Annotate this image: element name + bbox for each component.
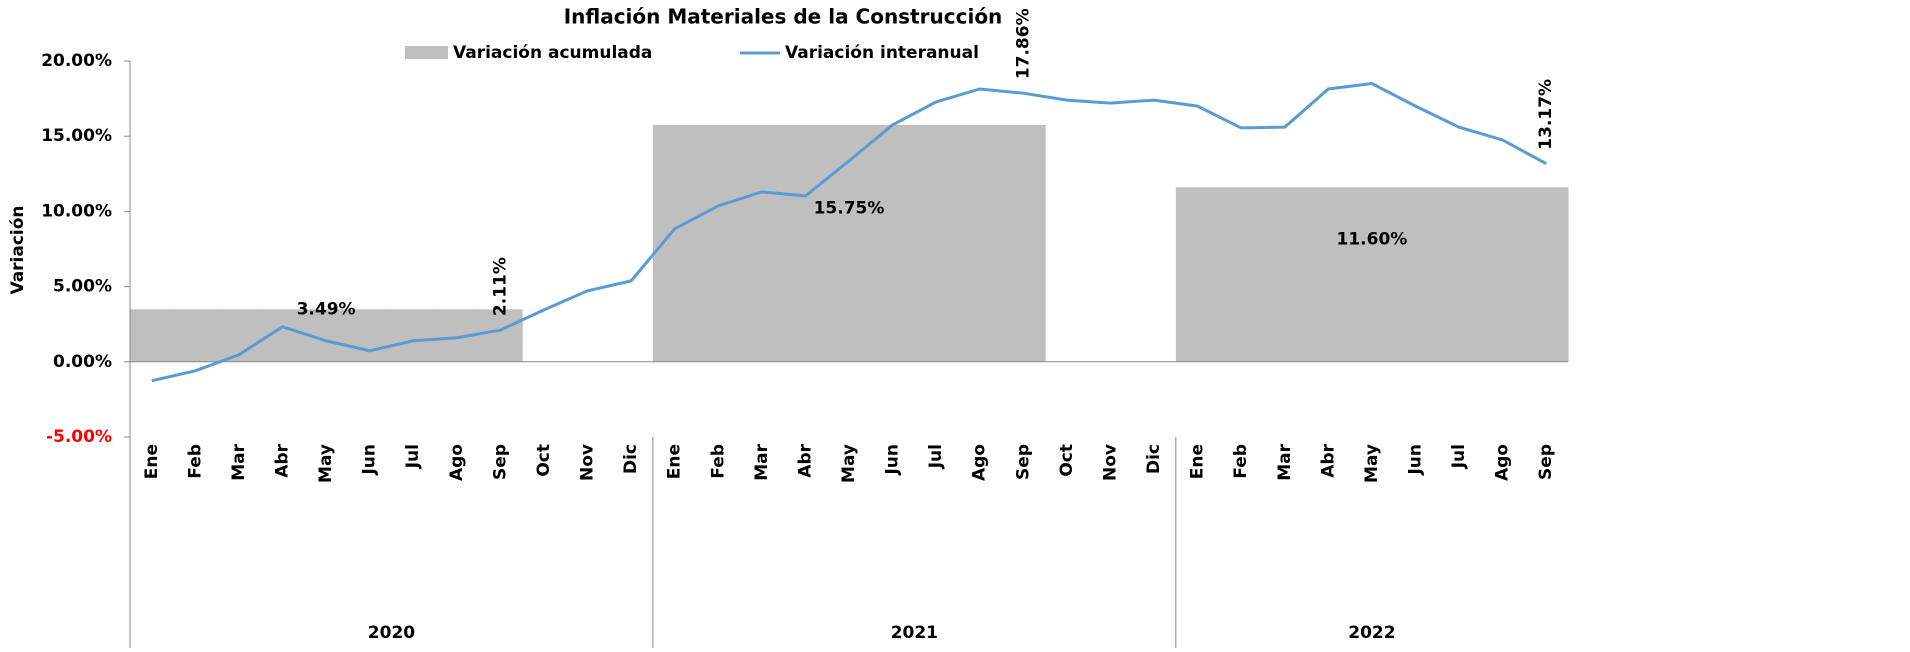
y-tick-label: 0.00% — [53, 352, 112, 372]
y-tick-label: 10.00% — [41, 201, 112, 221]
bar — [173, 309, 218, 362]
bar — [1219, 187, 1264, 362]
bar — [1480, 187, 1525, 362]
bar — [870, 124, 915, 362]
bar — [347, 309, 392, 362]
x-tick-label: Mar — [229, 443, 249, 480]
chart-title: Inflación Materiales de la Construcción — [564, 5, 1003, 29]
bar-value-label: 11.60% — [1337, 230, 1408, 250]
x-tick-label: Feb — [185, 444, 205, 479]
bar — [1001, 124, 1046, 362]
x-tick-label: Jun — [1405, 444, 1425, 476]
x-tick-label: Ago — [1493, 444, 1513, 481]
bar — [783, 124, 828, 362]
y-axis-label: Variación — [8, 205, 28, 294]
x-tick-label: Abr — [273, 443, 293, 477]
y-tick-label: 15.00% — [41, 126, 112, 146]
bar — [740, 124, 785, 362]
x-tick-label: Jul — [1449, 444, 1469, 469]
x-tick-label: May — [316, 444, 336, 483]
x-tick-label: May — [839, 444, 859, 483]
bar — [914, 124, 959, 362]
x-tick-label: Mar — [1275, 443, 1295, 480]
bar — [1350, 187, 1395, 362]
x-tick-label: Sep — [490, 444, 510, 480]
x-tick-label: Feb — [1231, 444, 1251, 479]
bar — [1306, 187, 1351, 362]
line-value-label: 17.86% — [1013, 8, 1033, 79]
bar-value-label: 15.75% — [814, 198, 885, 218]
x-tick-label: Sep — [1536, 444, 1556, 480]
legend-label: Variación acumulada — [453, 43, 652, 63]
bar — [1437, 187, 1482, 362]
x-tick-label: Jun — [883, 444, 903, 476]
x-tick-label: Abr — [795, 443, 815, 477]
x-tick-label: Abr — [1318, 443, 1338, 477]
year-label: 2020 — [368, 623, 415, 643]
bar — [478, 309, 523, 362]
bar — [130, 309, 175, 362]
bar — [827, 124, 872, 362]
y-tick-label: 5.00% — [53, 277, 112, 297]
year-label: 2021 — [891, 623, 938, 643]
legend-swatch — [405, 46, 448, 59]
bar — [652, 124, 697, 362]
legend-label: Variación interanual — [785, 43, 979, 63]
bar — [1175, 187, 1220, 362]
bar-value-label: 3.49% — [297, 299, 356, 319]
x-tick-label: Jun — [360, 444, 380, 476]
bar — [957, 124, 1003, 362]
line-value-label: 2.11% — [490, 257, 510, 316]
bar — [696, 124, 741, 362]
x-tick-label: Dic — [621, 444, 641, 474]
bar — [1524, 187, 1569, 362]
x-tick-label: Jul — [403, 444, 423, 469]
y-tick-label: -5.00% — [46, 427, 112, 447]
bar — [1393, 187, 1438, 362]
x-tick-label: Oct — [1057, 444, 1077, 477]
x-tick-label: Sep — [1013, 444, 1033, 480]
y-tick-label: 20.00% — [41, 51, 112, 71]
x-tick-label: Nov — [1100, 444, 1120, 481]
x-tick-label: Nov — [578, 444, 598, 481]
x-tick-label: Oct — [534, 444, 554, 477]
x-tick-label: Ago — [970, 444, 990, 481]
x-tick-label: Dic — [1144, 444, 1164, 474]
x-tick-label: May — [1362, 444, 1382, 483]
x-tick-label: Feb — [708, 444, 728, 479]
line — [151, 82, 1547, 383]
x-tick-label: Ene — [1188, 444, 1208, 479]
x-tick-label: Ago — [447, 444, 467, 481]
year-label: 2022 — [1348, 623, 1395, 643]
x-tick-label: Ene — [665, 444, 685, 479]
x-tick-label: Ene — [142, 444, 162, 479]
line-value-label: 13.17% — [1536, 79, 1556, 150]
bar — [1262, 187, 1308, 362]
x-tick-label: Jul — [926, 444, 946, 469]
x-tick-label: Mar — [752, 443, 772, 480]
bar — [391, 309, 436, 362]
